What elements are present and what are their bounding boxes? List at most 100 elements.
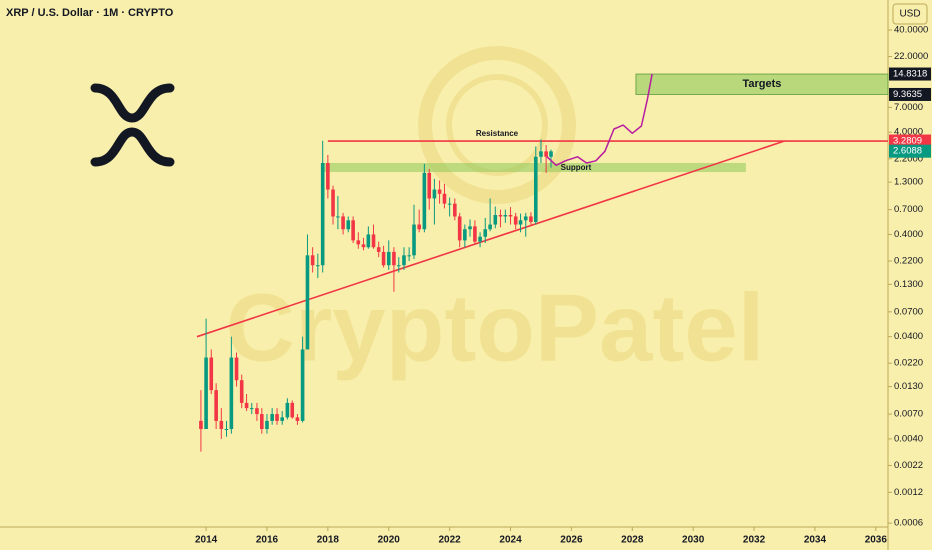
candle-body [214,390,218,421]
y-tick-label: 0.0006 [894,518,923,529]
price-marker-label: 3.2809 [893,136,922,147]
candle-body [468,226,472,230]
price-marker-label: 9.3635 [893,89,922,100]
candle-body [488,224,492,230]
candle-body [249,408,254,410]
candle-body [386,251,391,266]
watermark-logo [418,46,576,204]
currency-box[interactable] [892,3,928,25]
candle-body [402,255,406,266]
price-marker [889,67,931,81]
candle-body [204,357,208,430]
projection-path [546,73,653,167]
y-tick-label: 40.0000 [894,25,928,36]
candle-body [320,162,325,266]
candle-body [453,203,457,217]
y-tick-label: 0.0012 [894,487,923,498]
candle-body [290,402,295,418]
candle-body [295,417,300,421]
price-marker [889,134,931,148]
y-tick-label: 0.4000 [894,229,923,240]
y-tick-label: 2.2000 [894,153,923,164]
line-label: Resistance [476,129,519,138]
candle-body [463,229,467,241]
candle-body [209,357,214,391]
x-tick-label: 2030 [682,535,705,546]
candle-body [483,229,488,237]
candle-body [336,216,340,218]
candle-body [432,189,437,199]
y-tick-label: 0.0130 [894,381,923,392]
zone [635,73,889,95]
price-marker [889,144,931,158]
y-tick-label: 22.0000 [894,51,928,62]
candle-body [498,214,503,217]
candle-body [316,265,320,267]
candle-body [270,414,274,421]
x-tick-label: 2014 [195,535,218,546]
candle-body [493,214,498,225]
x-tick-label: 2016 [256,535,279,546]
x-tick-label: 2034 [804,535,827,546]
candle-body [533,156,538,222]
candle-body [346,220,351,230]
candle-body [422,172,427,230]
candle-body [407,255,411,257]
x-tick-label: 2022 [439,535,462,546]
candle-body [529,216,533,222]
xrp-logo [90,83,175,167]
candle-body [331,189,335,217]
candle-body [341,216,345,230]
candle-body [478,236,482,242]
candle-body [447,203,452,205]
candle-body [544,151,548,157]
candle-body [473,226,477,242]
candle-body [219,420,224,430]
candle-body [503,214,508,217]
candle-body [523,216,528,221]
candle-body [285,402,290,418]
price-marker [889,87,931,101]
y-tick-label: 1.3000 [894,177,923,188]
candle-body [310,255,315,266]
candle-body [275,414,279,421]
x-tick-label: 2036 [865,535,888,546]
x-tick-label: 2028 [621,535,644,546]
y-tick-label: 7.0000 [894,102,923,113]
y-tick-label: 0.0700 [894,306,923,317]
trend-line [196,140,785,338]
x-tick-label: 2018 [317,535,340,546]
y-tick-label: 0.0220 [894,358,923,369]
candle-body [305,255,310,350]
candle-body [260,414,264,430]
candle-body [300,349,305,421]
candle-body [255,408,259,415]
y-tick-label: 4.0000 [894,127,923,138]
candle-body [371,234,376,248]
candle-body [265,420,269,430]
candle-body [417,224,421,230]
candle-body [326,162,330,190]
candle-body [356,240,361,245]
candle-body [412,224,416,256]
y-tick-label: 0.7000 [894,204,923,215]
candle-body [539,151,543,157]
candle-body [361,244,366,248]
watermark: CryptoPatel [226,274,765,381]
candle-body [457,216,462,241]
candle-body [513,216,518,225]
candle-body [427,172,432,199]
candle-body [199,420,203,430]
candle-body [508,214,513,217]
zone-label: Targets [743,78,782,90]
y-tick-label: 0.2200 [894,256,923,267]
currency[interactable]: USD [899,9,920,20]
candle-body [224,429,229,431]
zone-label: Support [561,163,592,172]
x-tick-label: 2026 [560,535,583,546]
candle-body [518,220,523,225]
chart-title: XRP / U.S. Dollar · 1M · CRYPTO [6,7,174,19]
zone [321,162,746,173]
